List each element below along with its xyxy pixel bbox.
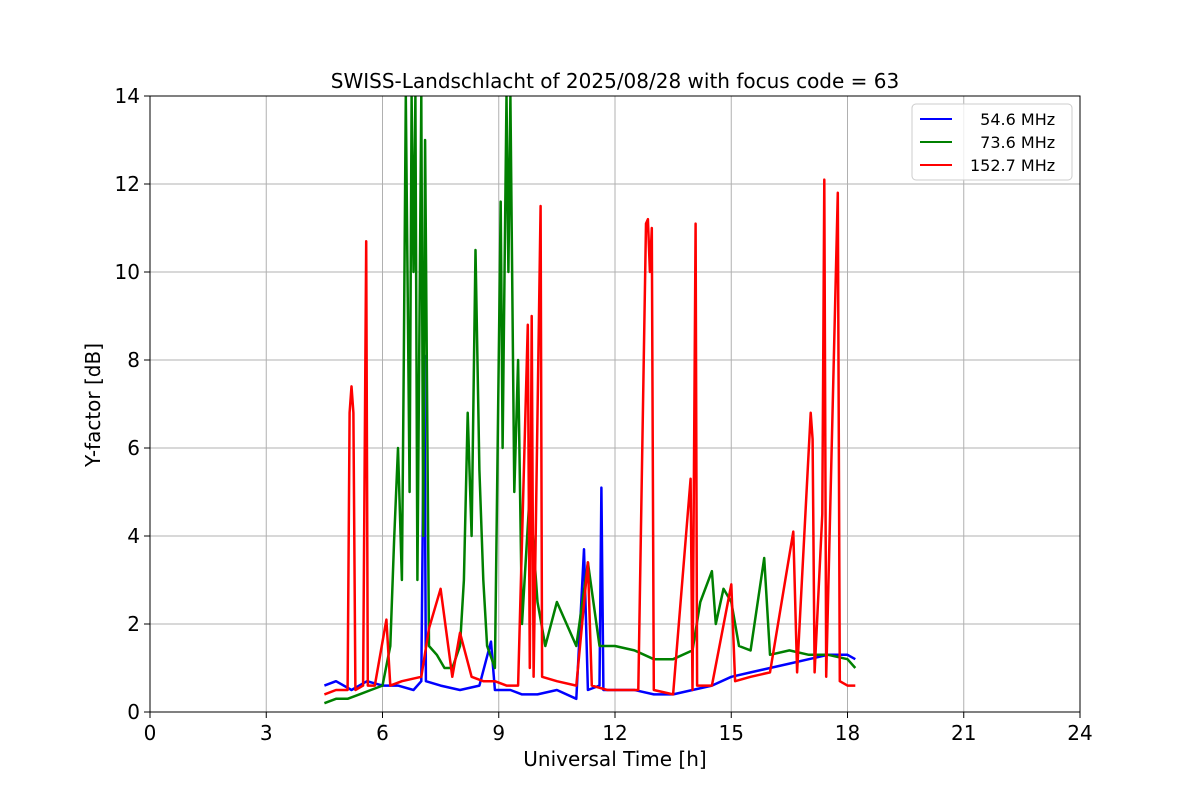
- y-axis-label: Y-factor [dB]: [81, 343, 105, 468]
- series-line-1: [323, 96, 857, 705]
- x-tick-label: 3: [260, 721, 273, 745]
- y-tick-label: 0: [127, 700, 140, 724]
- x-tick-label: 0: [144, 721, 157, 745]
- x-tick-label: 18: [835, 721, 860, 745]
- y-tick-label: 8: [127, 348, 140, 372]
- grid-lines: [149, 95, 1081, 713]
- x-tick-label: 24: [1067, 721, 1092, 745]
- y-tick-label: 12: [115, 172, 140, 196]
- y-tick-label: 4: [127, 524, 140, 548]
- x-tick-label: 9: [492, 721, 505, 745]
- legend: 54.6 MHz 73.6 MHz 152.7 MHz: [911, 103, 1073, 181]
- x-tick-label: 6: [376, 721, 389, 745]
- y-tick-label: 2: [127, 612, 140, 636]
- series-line-0: [323, 354, 856, 701]
- chart-title: SWISS-Landschlacht of 2025/08/28 with fo…: [331, 69, 899, 93]
- legend-box: [911, 103, 1073, 181]
- x-tick-label: 21: [951, 721, 976, 745]
- x-tick-label: 12: [602, 721, 627, 745]
- x-axis-label: Universal Time [h]: [523, 747, 706, 771]
- y-tick-label: 10: [115, 260, 140, 284]
- series-group: [323, 96, 857, 705]
- legend-label-1: 73.6 MHz: [970, 133, 1055, 152]
- x-tick-label: 15: [719, 721, 744, 745]
- y-tick-label: 14: [115, 84, 140, 108]
- y-tick-label: 6: [127, 436, 140, 460]
- x-axis-ticks: 0 3 6 9 12 15 18 21 24: [144, 712, 1093, 745]
- legend-label-2: 152.7 MHz: [970, 156, 1055, 175]
- y-axis-ticks: 0 2 4 6 8 10 12 14: [115, 84, 150, 724]
- series-line-2: [323, 178, 856, 696]
- legend-label-0: 54.6 MHz: [970, 110, 1055, 129]
